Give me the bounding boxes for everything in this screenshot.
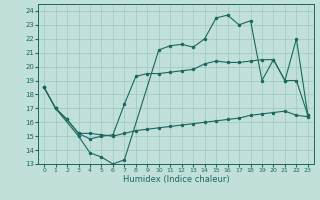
X-axis label: Humidex (Indice chaleur): Humidex (Indice chaleur) [123, 175, 229, 184]
